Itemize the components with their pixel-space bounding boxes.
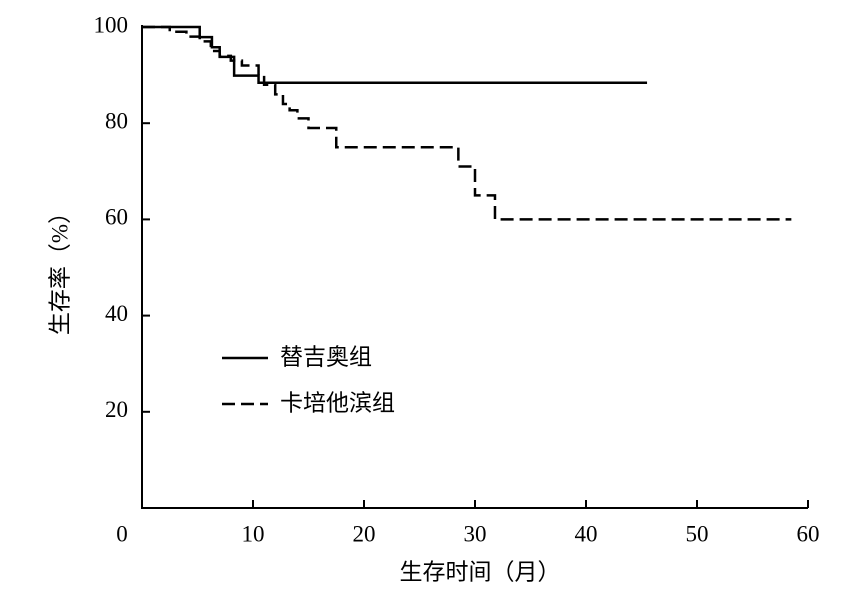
legend-label: 替吉奥组 [280,344,372,369]
y-tick-label: 60 [105,205,128,230]
x-tick-label: 20 [353,521,376,546]
x-tick-label: 60 [797,521,820,546]
y-tick-label: 80 [105,108,128,133]
y-tick-label: 100 [94,12,129,37]
survival-line [142,25,648,85]
x-tick-label: 40 [575,521,598,546]
x-tick-label: 10 [242,521,265,546]
x-axis-label: 生存时间（月） [400,559,561,584]
legend-label: 卡培他滨组 [280,390,395,415]
y-tick-label: 40 [105,301,128,326]
x-tick-label: 0 [116,521,128,546]
y-tick-label: 20 [105,397,128,422]
x-tick-label: 30 [464,521,487,546]
survival-line [142,25,792,221]
y-axis-label: 生存率（%） [47,201,72,335]
x-tick-label: 50 [686,521,709,546]
